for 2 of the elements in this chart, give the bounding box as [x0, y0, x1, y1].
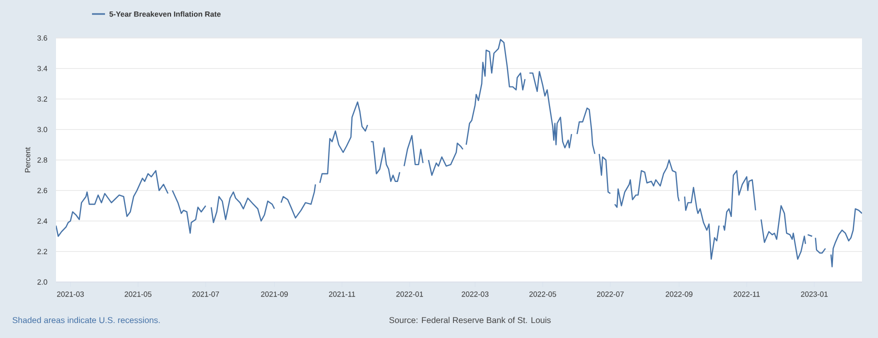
text: Shaded areas indicate U.S. recessions. [12, 316, 160, 324]
source-note: Source: Federal Reserve Bank of St. Louis [389, 316, 551, 324]
